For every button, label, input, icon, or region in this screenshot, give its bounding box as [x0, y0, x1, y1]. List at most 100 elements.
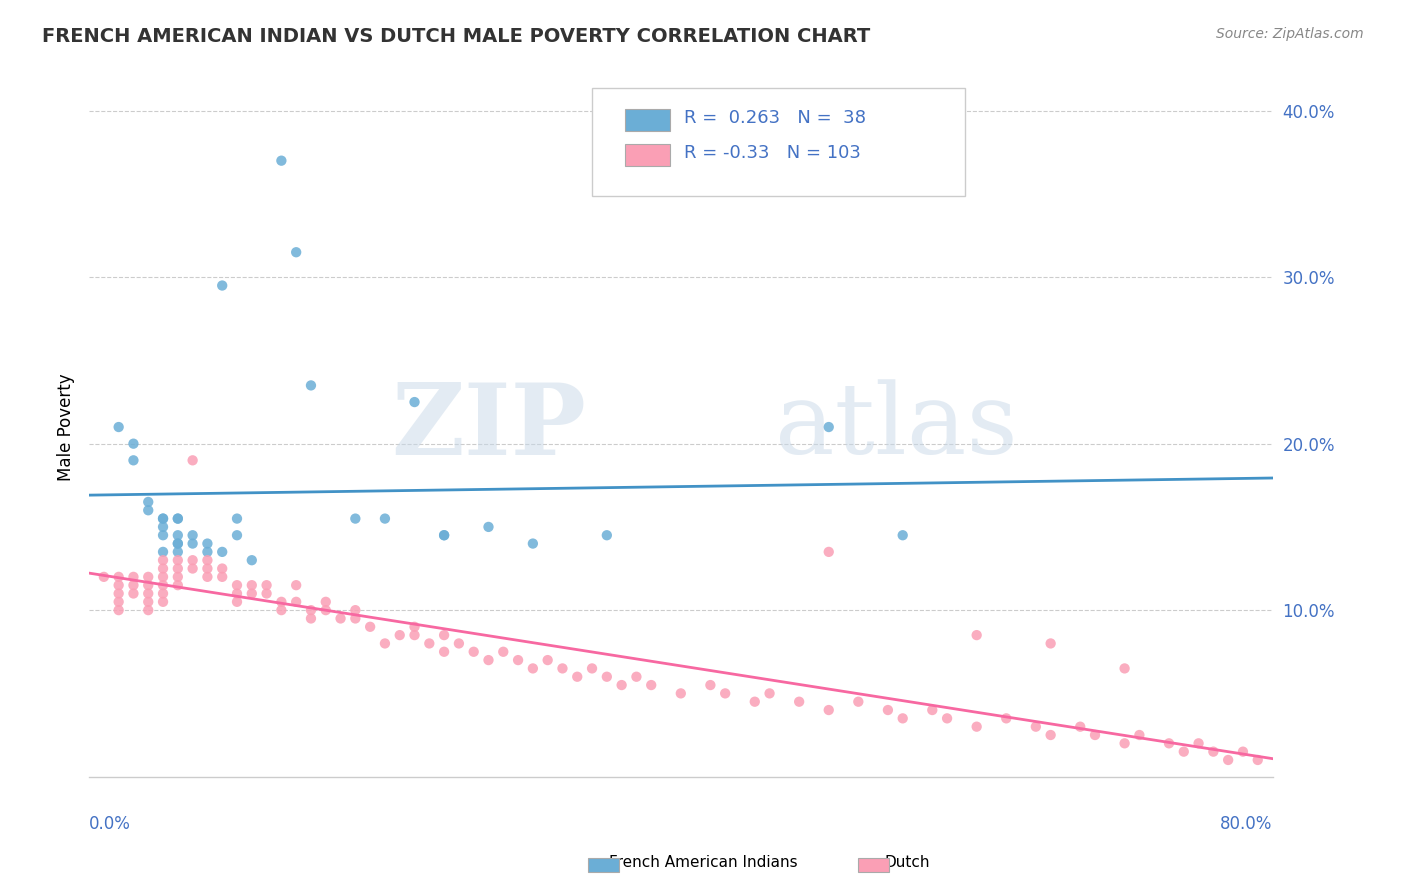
Point — [136, 586, 159, 600]
Point — [136, 603, 159, 617]
Point — [388, 628, 411, 642]
Point — [744, 695, 766, 709]
Point — [152, 553, 174, 567]
Point — [1039, 636, 1062, 650]
Point — [152, 511, 174, 525]
Point — [122, 436, 145, 450]
Point — [211, 570, 233, 584]
Point — [404, 628, 426, 642]
Point — [181, 561, 204, 575]
Point — [122, 586, 145, 600]
Point — [181, 553, 204, 567]
Point — [329, 611, 352, 625]
Point — [596, 528, 619, 542]
Point — [1084, 728, 1107, 742]
Point — [181, 453, 204, 467]
Point — [921, 703, 943, 717]
Point — [936, 711, 959, 725]
Point — [404, 395, 426, 409]
Point — [551, 661, 574, 675]
Point — [610, 678, 633, 692]
Bar — [858, 858, 889, 872]
Point — [152, 561, 174, 575]
Point — [122, 570, 145, 584]
Point — [166, 528, 188, 542]
Point — [285, 595, 308, 609]
Bar — [588, 858, 619, 872]
Point — [181, 536, 204, 550]
Point — [226, 586, 249, 600]
Point — [1173, 745, 1195, 759]
Point — [240, 578, 263, 592]
Point — [877, 703, 900, 717]
Point — [166, 561, 188, 575]
Point — [995, 711, 1018, 725]
Point — [152, 586, 174, 600]
Point — [374, 636, 396, 650]
Point — [270, 153, 292, 168]
Point — [270, 603, 292, 617]
Point — [166, 578, 188, 592]
Point — [152, 520, 174, 534]
Point — [166, 511, 188, 525]
Text: 80.0%: 80.0% — [1220, 815, 1272, 833]
FancyBboxPatch shape — [592, 88, 965, 196]
Point — [1247, 753, 1270, 767]
Point — [166, 570, 188, 584]
Point — [122, 578, 145, 592]
Point — [136, 503, 159, 517]
FancyBboxPatch shape — [626, 109, 671, 131]
Point — [966, 720, 988, 734]
Point — [891, 528, 914, 542]
Point — [197, 545, 219, 559]
Point — [299, 378, 322, 392]
Point — [299, 603, 322, 617]
Point — [567, 670, 589, 684]
Point — [1218, 753, 1240, 767]
Point — [596, 670, 619, 684]
Text: ZIP: ZIP — [391, 378, 586, 475]
Text: atlas: atlas — [776, 379, 1018, 475]
Point — [136, 570, 159, 584]
Point — [152, 528, 174, 542]
Point — [107, 595, 129, 609]
Point — [522, 661, 544, 675]
Point — [344, 611, 367, 625]
Point — [211, 278, 233, 293]
Point — [522, 536, 544, 550]
Point — [152, 578, 174, 592]
Text: Dutch: Dutch — [884, 855, 929, 870]
Point — [107, 570, 129, 584]
Point — [817, 545, 839, 559]
Point — [152, 595, 174, 609]
Text: FRENCH AMERICAN INDIAN VS DUTCH MALE POVERTY CORRELATION CHART: FRENCH AMERICAN INDIAN VS DUTCH MALE POV… — [42, 27, 870, 45]
Text: R = -0.33   N = 103: R = -0.33 N = 103 — [685, 144, 862, 162]
Point — [1114, 736, 1136, 750]
Point — [197, 536, 219, 550]
Point — [433, 528, 456, 542]
Point — [256, 586, 278, 600]
Point — [136, 595, 159, 609]
Point — [1232, 745, 1254, 759]
Point — [166, 536, 188, 550]
Point — [152, 570, 174, 584]
Point — [404, 620, 426, 634]
Point — [226, 528, 249, 542]
Point — [846, 695, 869, 709]
Point — [1039, 728, 1062, 742]
Point — [1187, 736, 1209, 750]
Point — [699, 678, 721, 692]
Point — [226, 578, 249, 592]
Point — [197, 553, 219, 567]
Point — [1202, 745, 1225, 759]
Point — [240, 586, 263, 600]
Point — [374, 511, 396, 525]
Point — [1025, 720, 1047, 734]
Point — [506, 653, 529, 667]
Point — [299, 611, 322, 625]
Point — [315, 603, 337, 617]
Text: Source: ZipAtlas.com: Source: ZipAtlas.com — [1216, 27, 1364, 41]
Point — [285, 578, 308, 592]
Point — [1069, 720, 1091, 734]
Point — [166, 536, 188, 550]
